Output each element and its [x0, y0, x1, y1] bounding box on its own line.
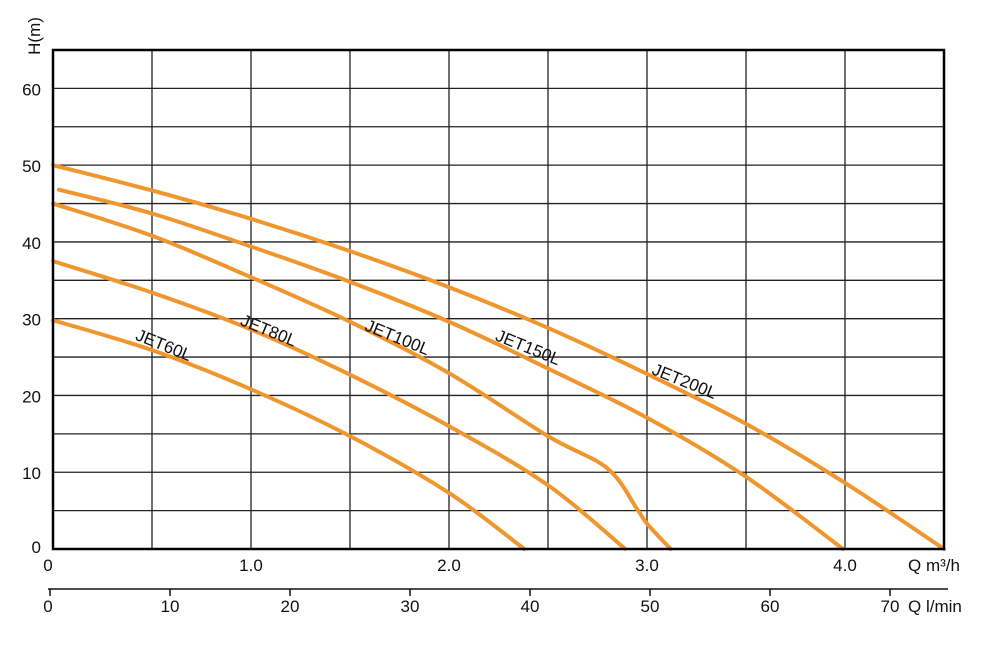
y-axis-label: H(m) [25, 17, 44, 55]
series-label: JET150L [493, 326, 563, 369]
grid [52, 49, 945, 550]
x2-tick-label: 40 [521, 597, 540, 616]
x2-tick-label: 0 [43, 597, 52, 616]
x2-tick-label: 70 [881, 597, 900, 616]
series-label: JET200L [649, 360, 719, 403]
plot-frame [51, 48, 946, 551]
curve-jet60l [51, 318, 527, 551]
x2-tick-label: 10 [161, 597, 180, 616]
series-label: JET80L [238, 311, 299, 351]
y-tick-label: 0 [32, 538, 41, 557]
y-tick-label: 10 [22, 464, 41, 483]
curve-jet100l [51, 201, 673, 551]
y-tick-label: 30 [22, 311, 41, 330]
y-tick-label: 40 [22, 234, 41, 253]
x2-tick-label: 50 [641, 597, 660, 616]
curve-jet80l [51, 259, 628, 551]
x-tick-label: 1.0 [239, 556, 263, 575]
curve-jet150l [56, 187, 846, 551]
x2-axis-label: Q l/min [908, 597, 962, 616]
x-tick-label: 4.0 [833, 556, 857, 575]
y-tick-label: 20 [22, 387, 41, 406]
x-tick-label: 0 [43, 556, 52, 575]
x2-tick-label: 20 [281, 597, 300, 616]
x-tick-label: 3.0 [635, 556, 659, 575]
curve-jet200l [51, 163, 946, 551]
x-tick-label: 2.0 [437, 556, 461, 575]
x2-tick-label: 30 [401, 597, 420, 616]
y-tick-label: 60 [22, 80, 41, 99]
x2-tick-label: 60 [761, 597, 780, 616]
x-axis-label: Q m³/h [908, 556, 960, 575]
y-tick-label: 50 [22, 157, 41, 176]
series-label: JET100L [362, 316, 432, 359]
tick-labels: 0 10 20 30 40 50 60 0 1.0 2.0 3.0 4.0 0 10 20 30 40 50 60 7… [22, 80, 948, 616]
series-label: JET60L [133, 325, 194, 365]
